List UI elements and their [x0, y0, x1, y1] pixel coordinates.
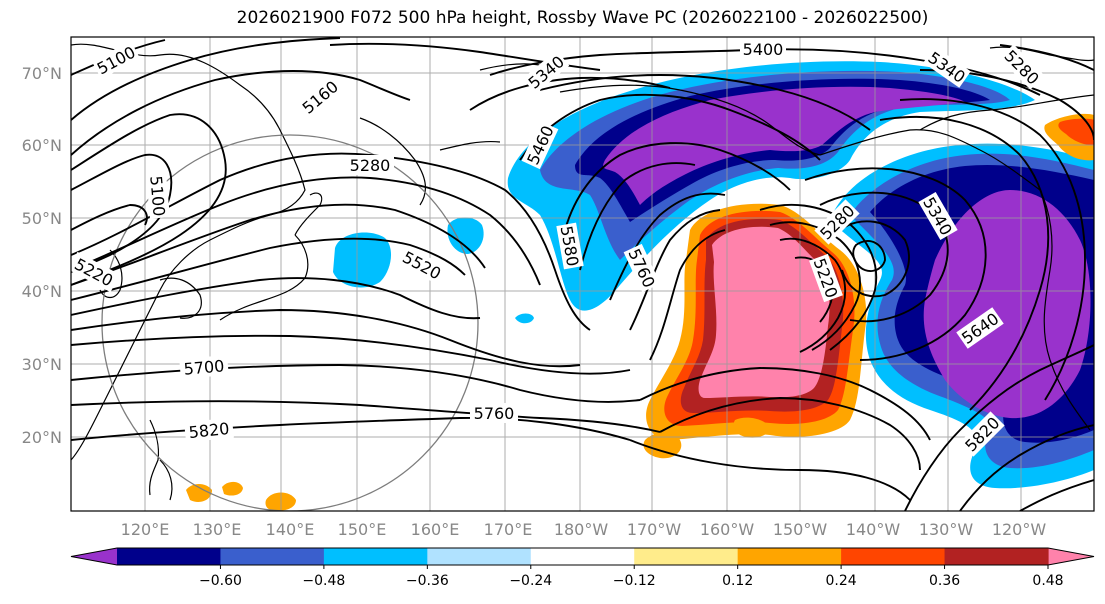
- lon-label-130w: 130°W: [919, 520, 974, 539]
- lon-label-160e: 160°E: [411, 520, 460, 539]
- colorbar-tick-label: 0.24: [826, 573, 857, 589]
- lon-label-120e: 120°E: [121, 520, 170, 539]
- lon-label-170w: 170°W: [627, 520, 682, 539]
- range-circle: [101, 134, 479, 511]
- latitude-axis: 70°N 60°N 50°N 40°N 30°N 20°N: [22, 64, 62, 447]
- colorbar-tick-label: 0.36: [929, 573, 960, 589]
- colorbar-segment: [737, 548, 842, 565]
- longitude-axis: 120°E 130°E 140°E 150°E 160°E 170°E 180°…: [121, 520, 1047, 539]
- colorbar-extend-min: [71, 548, 118, 565]
- contour-label-5400: 5400: [743, 40, 784, 59]
- lat-label-30n: 30°N: [22, 355, 62, 374]
- colorbar-outline: [70, 547, 1095, 566]
- colorbar-tick-label: −0.60: [199, 573, 242, 589]
- lon-label-130e: 130°E: [193, 520, 242, 539]
- map-title: 2026021900 F072 500 hPa height, Rossby W…: [236, 8, 929, 28]
- lat-label-60n: 60°N: [22, 136, 62, 155]
- colorbar-extend-max: [1047, 548, 1094, 565]
- lon-label-150e: 150°E: [338, 520, 387, 539]
- lon-label-140w: 140°W: [846, 520, 901, 539]
- contour-label-5520: 5520: [399, 247, 444, 283]
- colorbar-tick-label: −0.24: [509, 573, 552, 589]
- lon-label-120w: 120°W: [992, 520, 1047, 539]
- positive-blob-sw2: [222, 481, 243, 496]
- lat-label-20n: 20°N: [22, 428, 62, 447]
- colorbar-segment: [944, 548, 1049, 565]
- height-contours: [71, 37, 1094, 511]
- lat-label-70n: 70°N: [22, 64, 62, 83]
- negative-blob-small: [515, 313, 534, 324]
- map-frame: [70, 36, 1095, 512]
- positive-blob-ne-core: [1058, 118, 1094, 146]
- lon-label-170e: 170°E: [484, 520, 533, 539]
- contour-label-5820-a: 5820: [188, 419, 230, 442]
- colorbar-tick-label: −0.48: [302, 573, 345, 589]
- colorbar-tick-label: −0.36: [406, 573, 449, 589]
- colorbar-tick-label: −0.12: [613, 573, 656, 589]
- contour-label-5700: 5700: [183, 356, 225, 378]
- colorbar-segment: [530, 548, 635, 565]
- lon-label-180w: 180°W: [554, 520, 609, 539]
- colorbar-tick-label: 0.48: [1032, 573, 1063, 589]
- lat-label-40n: 40°N: [22, 282, 62, 301]
- colorbar-segment: [427, 548, 532, 565]
- positive-blob-sw1: [186, 484, 212, 502]
- coastlines: [71, 43, 1094, 501]
- colorbar: −0.60 −0.48 −0.36 −0.24 −0.12 0.12 0.24 0.36 0.4…: [70, 547, 1095, 589]
- colorbar-segment: [117, 548, 222, 565]
- contour-label-5100-b: 5100: [146, 175, 168, 217]
- colorbar-segment: [634, 548, 739, 565]
- lon-label-140e: 140°E: [266, 520, 315, 539]
- lon-label-160w: 160°W: [700, 520, 755, 539]
- negative-blob-japan-east: [333, 232, 392, 288]
- colorbar-segment: [220, 548, 325, 565]
- negative-blob-central: [447, 217, 484, 254]
- colorbar-segment: [841, 548, 946, 565]
- contour-label-5280-b: 5280: [350, 156, 391, 175]
- lat-label-50n: 50°N: [22, 209, 62, 228]
- lon-label-150w: 150°W: [773, 520, 828, 539]
- colorbar-tick-label: 0.12: [722, 573, 753, 589]
- positive-anomaly: [643, 203, 867, 459]
- contour-label-5760-b: 5760: [474, 404, 515, 423]
- colorbar-segment: [323, 548, 428, 565]
